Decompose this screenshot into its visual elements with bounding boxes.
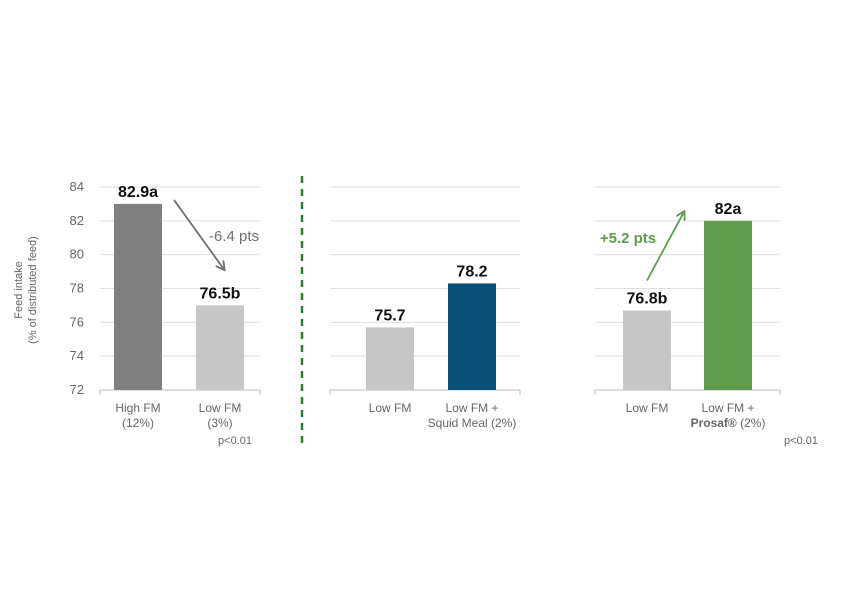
value-labels: 82.9a 76.5b 75.7 78.2 76.8b 82a — [118, 184, 741, 324]
bar — [196, 305, 244, 390]
bar — [623, 310, 671, 390]
y-axis-label-sub: (% of distributed feed) — [27, 236, 39, 344]
bar — [704, 220, 752, 390]
decrease-arrow — [173, 199, 224, 269]
category-label-line: Low FM — [369, 401, 412, 415]
bar-value-label: 75.7 — [374, 307, 405, 324]
y-tick-label: 76 — [70, 314, 84, 329]
category-label-line: (12%) — [122, 416, 154, 430]
category-label: Low FM — [626, 401, 669, 415]
bar — [448, 283, 496, 390]
category-label: Low FM — [369, 401, 412, 415]
category-label-line: (3%) — [207, 416, 232, 430]
increase-arrow — [646, 212, 684, 281]
y-axis-label: Feed intake — [13, 261, 25, 318]
bar-value-label: 82a — [715, 201, 742, 218]
y-tick-label: 80 — [70, 247, 84, 262]
p-value-note: p<0.01 — [784, 435, 818, 447]
category-label: High FM (12%) — [115, 401, 160, 430]
category-label-rest: (2%) — [737, 416, 766, 430]
category-label-line: Low FM — [199, 401, 242, 415]
y-tick-label: 78 — [70, 281, 84, 296]
category-label-line: Low FM — [626, 401, 669, 415]
bar — [114, 203, 162, 390]
bars — [114, 203, 752, 390]
increase-label: +5.2 pts — [600, 230, 656, 247]
significance-notes: p<0.01 p<0.01 — [218, 435, 818, 447]
y-tick-label: 72 — [70, 382, 84, 397]
change-annotations: -6.4 pts +5.2 pts — [173, 199, 684, 281]
category-label-line: Squid Meal (2%) — [428, 416, 517, 430]
category-label: Low FM + Prosaf® (2%) — [691, 401, 766, 430]
bar — [366, 327, 414, 390]
category-label: Low FM (3%) — [199, 401, 242, 430]
category-label-line: Low FM + — [445, 401, 498, 415]
category-label-line: High FM — [115, 401, 160, 415]
category-label-line: Low FM + — [701, 401, 754, 415]
bar-value-label: 76.8b — [627, 290, 668, 307]
bar-value-label: 82.9a — [118, 184, 158, 201]
bar-value-label: 76.5b — [200, 285, 241, 302]
category-label: Low FM + Squid Meal (2%) — [428, 401, 517, 430]
bar-value-label: 78.2 — [456, 263, 487, 280]
category-label-bold: Prosaf® — [691, 416, 737, 430]
p-value-note: p<0.01 — [218, 435, 252, 447]
y-tick-label: 82 — [70, 213, 84, 228]
category-label-line: Prosaf® (2%) — [691, 416, 766, 430]
y-axis: 72 74 76 78 80 82 84 Feed intake (% of distribut… — [13, 179, 84, 397]
category-labels: High FM (12%)Low FM (3%)Low FM Low FM + Squi… — [115, 401, 765, 430]
y-tick-label: 74 — [70, 348, 84, 363]
decrease-label: -6.4 pts — [209, 228, 259, 245]
y-tick-label: 84 — [70, 179, 84, 194]
